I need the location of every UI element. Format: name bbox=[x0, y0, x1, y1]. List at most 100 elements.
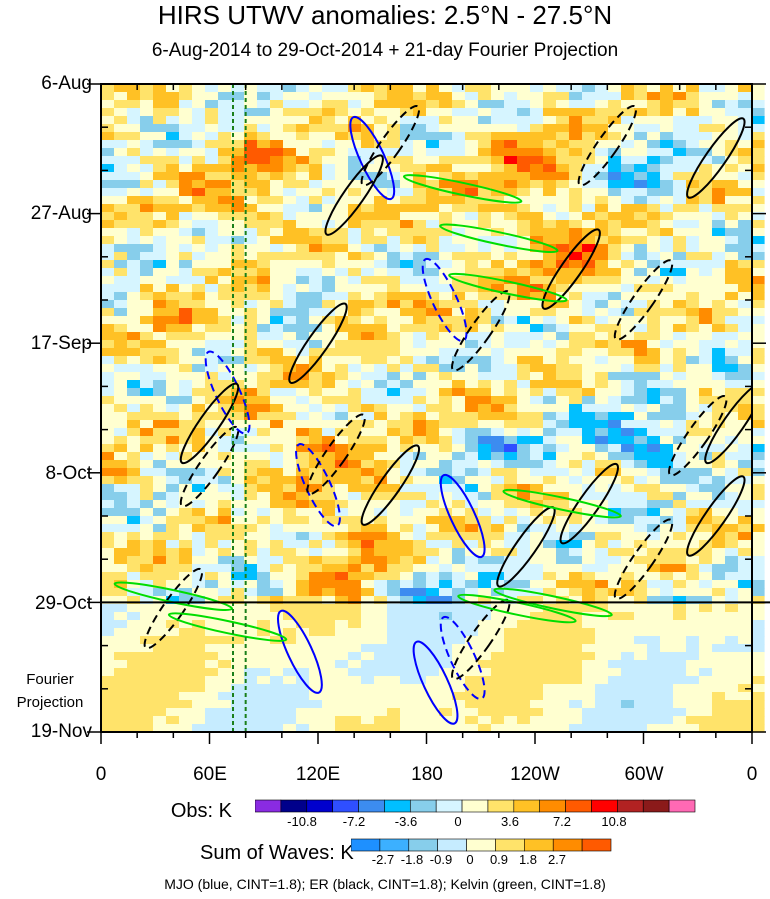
heatmap-cell bbox=[400, 684, 414, 693]
heatmap-cell bbox=[647, 332, 661, 341]
heatmap-cell bbox=[140, 100, 154, 109]
heatmap-cell bbox=[179, 708, 193, 717]
heatmap-cell bbox=[452, 404, 466, 413]
heatmap-cell bbox=[166, 228, 180, 237]
heatmap-cell bbox=[179, 692, 193, 701]
heatmap-cell bbox=[634, 324, 648, 333]
heatmap-cell bbox=[166, 324, 180, 333]
heatmap-cell bbox=[673, 148, 687, 157]
heatmap-cell bbox=[738, 276, 752, 285]
heatmap-cell bbox=[569, 292, 583, 301]
heatmap-cell bbox=[322, 196, 336, 205]
heatmap-cell bbox=[699, 556, 713, 565]
heatmap-cell bbox=[309, 644, 323, 653]
heatmap-cell bbox=[283, 572, 297, 581]
heatmap-cell bbox=[517, 556, 531, 565]
heatmap-cell bbox=[283, 660, 297, 669]
heatmap-cell bbox=[426, 292, 440, 301]
heatmap-cell bbox=[751, 164, 765, 173]
heatmap-cell bbox=[335, 684, 349, 693]
heatmap-cell bbox=[218, 364, 232, 373]
heatmap-cell bbox=[517, 444, 531, 453]
heatmap-cell bbox=[582, 108, 596, 117]
heatmap-cell bbox=[387, 236, 401, 245]
heatmap-cell bbox=[569, 220, 583, 229]
heatmap-cell bbox=[504, 92, 518, 101]
heatmap-cell bbox=[543, 596, 557, 605]
heatmap-cell bbox=[166, 588, 180, 597]
heatmap-cell bbox=[270, 396, 284, 405]
heatmap-cell bbox=[686, 348, 700, 357]
heatmap-cell bbox=[374, 124, 388, 133]
heatmap-cell bbox=[608, 652, 622, 661]
heatmap-cell bbox=[452, 172, 466, 181]
heatmap-cell bbox=[153, 276, 167, 285]
heatmap-cell bbox=[686, 476, 700, 485]
heatmap-cell bbox=[322, 388, 336, 397]
heatmap-cell bbox=[192, 708, 206, 717]
heatmap-cell bbox=[608, 660, 622, 669]
heatmap-cell bbox=[556, 628, 570, 637]
heatmap-cell bbox=[140, 244, 154, 253]
heatmap-cell bbox=[348, 364, 362, 373]
heatmap-cell bbox=[556, 692, 570, 701]
heatmap-cell bbox=[309, 196, 323, 205]
heatmap-cell bbox=[621, 444, 635, 453]
heatmap-cell bbox=[478, 100, 492, 109]
heatmap-cell bbox=[387, 636, 401, 645]
heatmap-cell bbox=[452, 604, 466, 613]
heatmap-cell bbox=[127, 404, 141, 413]
heatmap-cell bbox=[660, 540, 674, 549]
heatmap-cell bbox=[296, 684, 310, 693]
heatmap-cell bbox=[400, 124, 414, 133]
heatmap-cell bbox=[127, 692, 141, 701]
heatmap-cell bbox=[127, 148, 141, 157]
heatmap-cell bbox=[140, 140, 154, 149]
heatmap-cell bbox=[348, 468, 362, 477]
heatmap-cell bbox=[309, 132, 323, 141]
heatmap-cell bbox=[504, 524, 518, 533]
heatmap-cell bbox=[322, 612, 336, 621]
heatmap-cell bbox=[140, 692, 154, 701]
heatmap-cell bbox=[569, 548, 583, 557]
heatmap-cell bbox=[413, 628, 427, 637]
heatmap-cell bbox=[205, 548, 219, 557]
heatmap-cell bbox=[426, 540, 440, 549]
heatmap-cell bbox=[465, 596, 479, 605]
heatmap-cell bbox=[751, 156, 765, 165]
heatmap-cell bbox=[556, 484, 570, 493]
heatmap-cell bbox=[738, 684, 752, 693]
heatmap-cell bbox=[712, 436, 726, 445]
heatmap-cell bbox=[374, 220, 388, 229]
heatmap-cell bbox=[192, 132, 206, 141]
projection-label-line2: Projection bbox=[16, 694, 84, 711]
heatmap-cell bbox=[114, 460, 128, 469]
heatmap-cell bbox=[361, 668, 375, 677]
heatmap-cell bbox=[634, 604, 648, 613]
heatmap-cell bbox=[543, 492, 557, 501]
heatmap-cell bbox=[478, 84, 492, 93]
heatmap-cell bbox=[361, 428, 375, 437]
heatmap-cell bbox=[751, 556, 765, 565]
heatmap-cell bbox=[569, 116, 583, 125]
heatmap-cell bbox=[660, 316, 674, 325]
heatmap-cell bbox=[296, 156, 310, 165]
heatmap-cell bbox=[296, 524, 310, 533]
heatmap-cell bbox=[582, 436, 596, 445]
heatmap-cell bbox=[140, 340, 154, 349]
heatmap-cell bbox=[595, 428, 609, 437]
heatmap-cell bbox=[348, 268, 362, 277]
heatmap-cell bbox=[582, 196, 596, 205]
heatmap-cell bbox=[114, 660, 128, 669]
heatmap-cell bbox=[439, 516, 453, 525]
heatmap-cell bbox=[387, 428, 401, 437]
heatmap-cell bbox=[439, 428, 453, 437]
heatmap-cell bbox=[491, 124, 505, 133]
heatmap-cell bbox=[179, 580, 193, 589]
heatmap-cell bbox=[543, 588, 557, 597]
heatmap-cell bbox=[478, 628, 492, 637]
heatmap-cell bbox=[452, 268, 466, 277]
heatmap-cell bbox=[387, 412, 401, 421]
heatmap-cell bbox=[699, 332, 713, 341]
heatmap-cell bbox=[647, 684, 661, 693]
